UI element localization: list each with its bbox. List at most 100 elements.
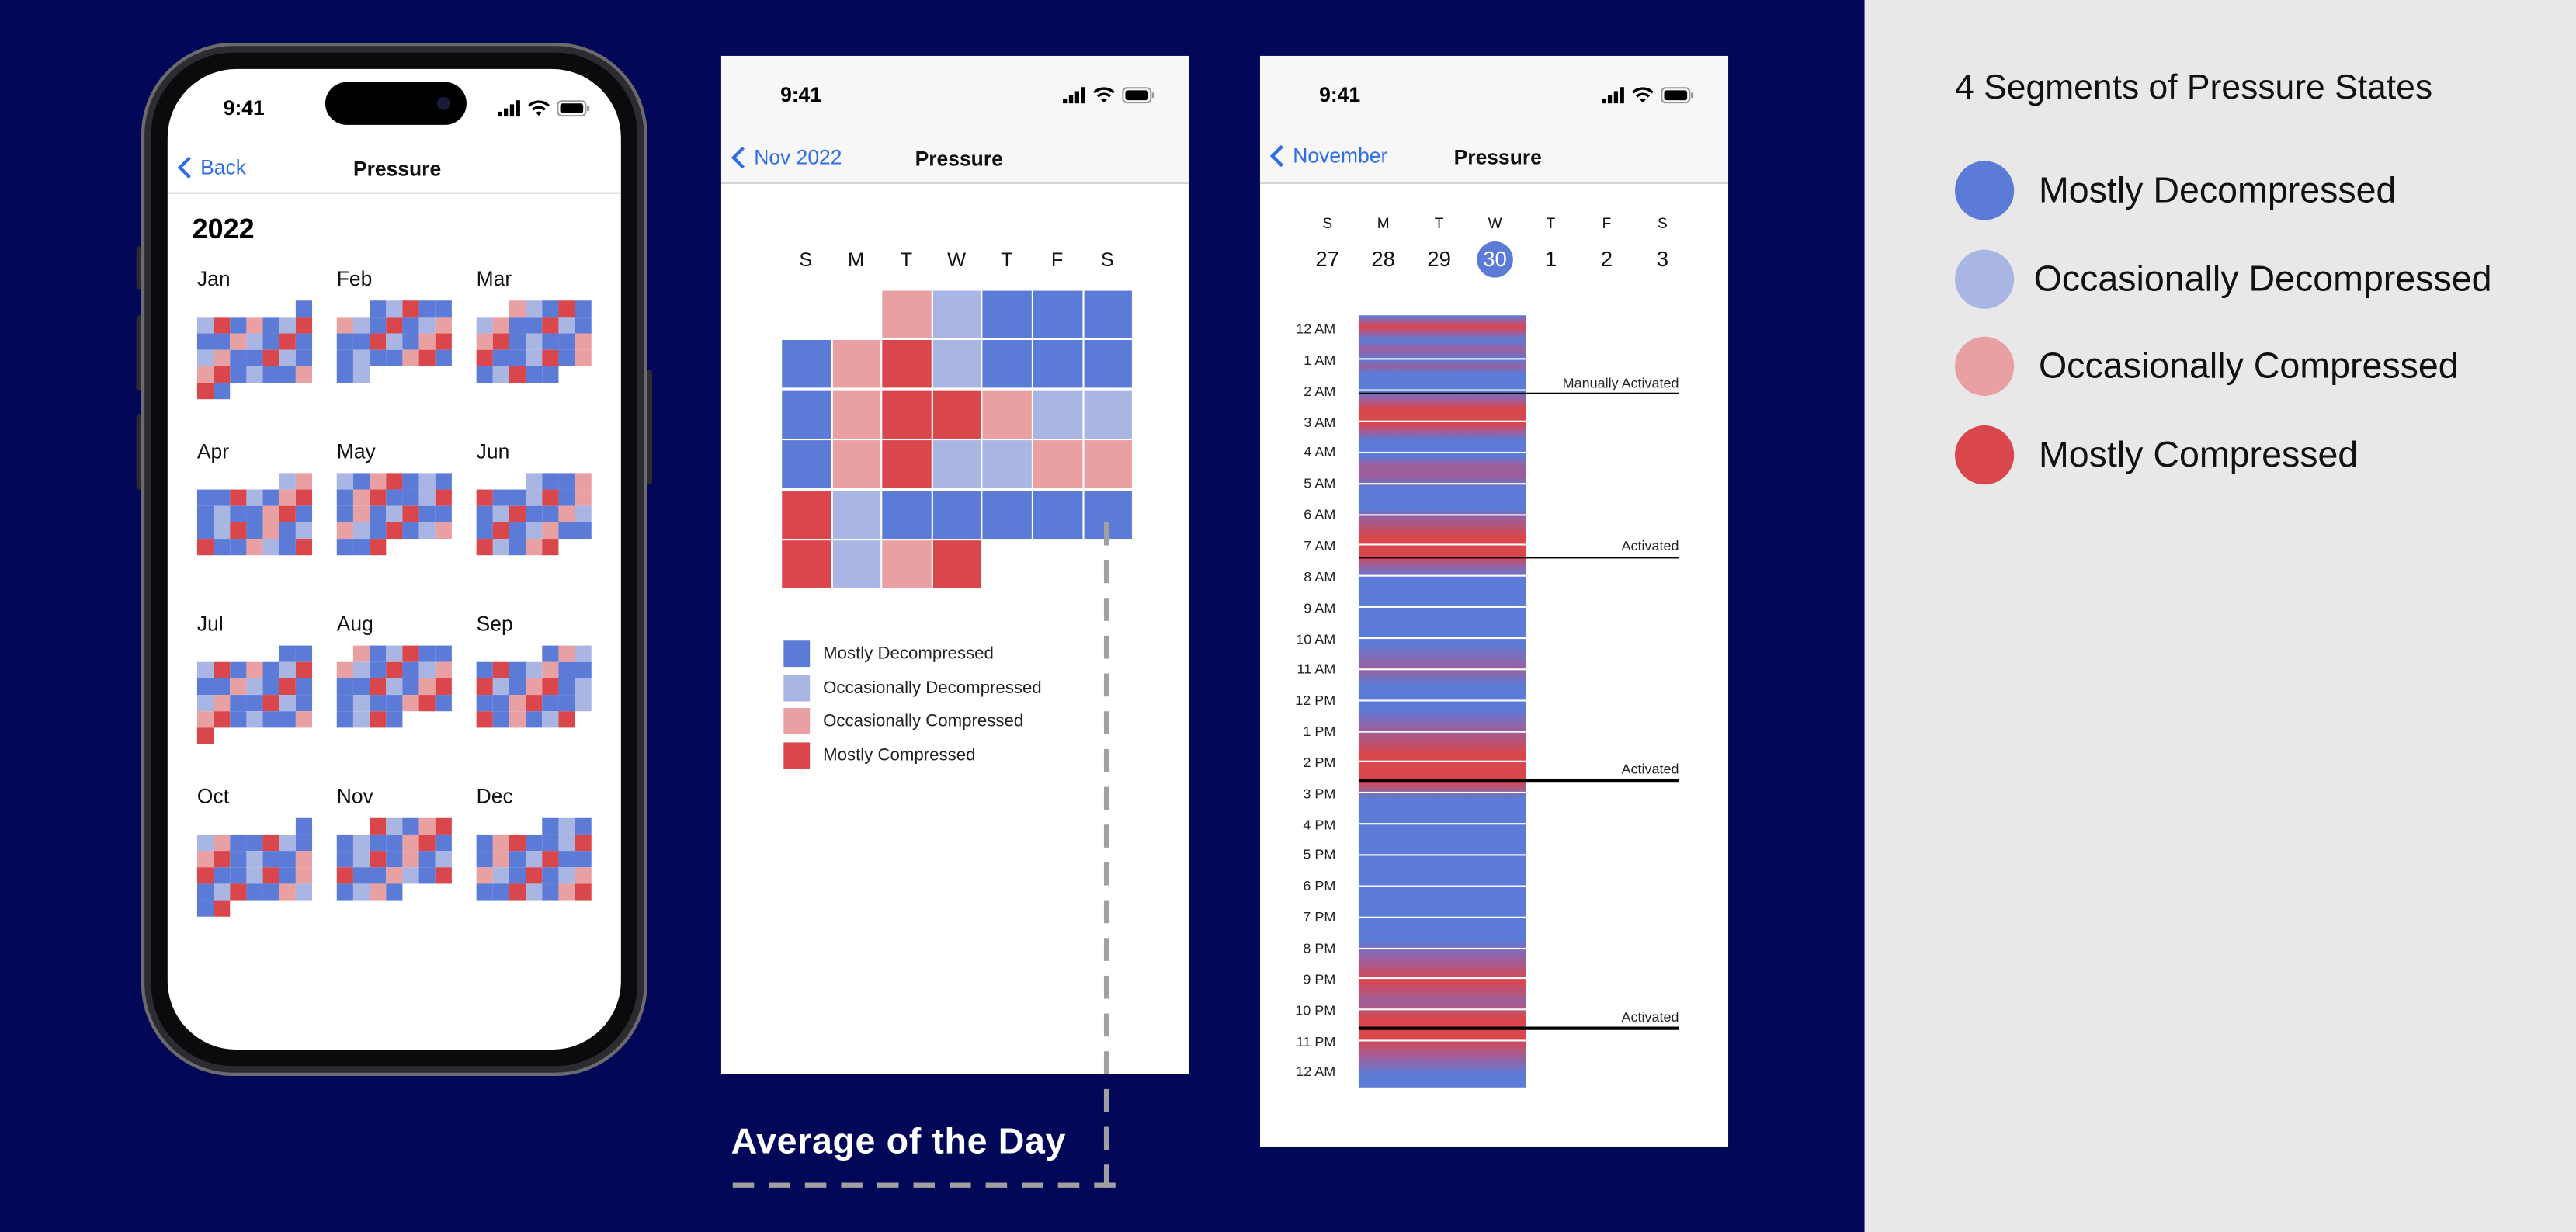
day-cell bbox=[336, 349, 353, 366]
week-day-label: S bbox=[1658, 215, 1668, 232]
week-date[interactable]: 27 bbox=[1315, 246, 1340, 272]
day-cell bbox=[575, 645, 592, 662]
day-cell bbox=[279, 522, 296, 540]
day-cell bbox=[370, 661, 387, 678]
day-cell[interactable] bbox=[1083, 340, 1133, 389]
legend-label: Mostly Decompressed bbox=[823, 644, 994, 664]
day-cell bbox=[370, 333, 387, 350]
day-cell[interactable] bbox=[831, 440, 881, 488]
year-title: 2022 bbox=[192, 213, 255, 245]
day-cell bbox=[246, 366, 263, 383]
day-cell[interactable] bbox=[1033, 440, 1082, 488]
day-cell[interactable] bbox=[932, 490, 981, 539]
signal-icon bbox=[1063, 87, 1085, 104]
day-cell[interactable] bbox=[932, 440, 981, 488]
mini-month-heatmap bbox=[476, 645, 592, 761]
day-cell[interactable] bbox=[882, 490, 932, 539]
day-cell[interactable] bbox=[1083, 440, 1133, 488]
wifi-icon bbox=[1093, 87, 1115, 103]
day-cell bbox=[402, 333, 419, 350]
hour-label: 8 PM bbox=[1303, 939, 1336, 956]
day-cell[interactable] bbox=[882, 440, 932, 488]
day-cell bbox=[279, 489, 296, 506]
day-cell[interactable] bbox=[983, 290, 1032, 338]
day-cell[interactable] bbox=[882, 540, 932, 588]
day-cell bbox=[279, 695, 296, 712]
day-cell bbox=[295, 851, 313, 868]
day-cell bbox=[196, 333, 214, 350]
day-cell bbox=[230, 695, 247, 712]
day-cell bbox=[262, 333, 279, 350]
day-cell bbox=[526, 678, 543, 696]
day-cell bbox=[230, 522, 247, 540]
week-date[interactable]: 30 bbox=[1483, 246, 1507, 272]
power-button bbox=[645, 370, 653, 485]
hour-label: 6 PM bbox=[1303, 877, 1336, 894]
day-cell bbox=[418, 505, 436, 522]
day-cell[interactable] bbox=[882, 390, 932, 439]
day-cell[interactable] bbox=[1033, 340, 1082, 389]
mini-month-heatmap bbox=[196, 817, 313, 933]
day-cell[interactable] bbox=[1033, 390, 1082, 439]
day-cell bbox=[418, 333, 436, 350]
day-cell bbox=[196, 539, 214, 556]
week-date[interactable]: 29 bbox=[1427, 246, 1451, 272]
day-cell bbox=[370, 867, 387, 884]
day-cell[interactable] bbox=[983, 340, 1032, 389]
day-cell[interactable] bbox=[932, 340, 981, 389]
activation-line bbox=[1358, 556, 1679, 560]
day-cell[interactable] bbox=[782, 440, 831, 488]
day-cell[interactable] bbox=[831, 340, 881, 389]
day-cell bbox=[352, 489, 370, 506]
day-cell[interactable] bbox=[932, 290, 981, 338]
back-button[interactable]: November bbox=[1269, 144, 1387, 168]
day-cell[interactable] bbox=[882, 290, 932, 338]
day-cell[interactable] bbox=[932, 540, 981, 588]
day-cell bbox=[509, 366, 526, 383]
week-date[interactable]: 1 bbox=[1544, 246, 1557, 272]
day-cell[interactable] bbox=[831, 540, 881, 588]
day-cell[interactable] bbox=[882, 340, 932, 389]
back-button[interactable]: Nov 2022 bbox=[731, 146, 842, 169]
day-cell bbox=[214, 349, 231, 366]
day-cell bbox=[575, 817, 592, 835]
signal-icon bbox=[1602, 87, 1624, 104]
hour-gridline bbox=[1358, 359, 1526, 361]
day-cell[interactable] bbox=[983, 440, 1032, 488]
day-cell[interactable] bbox=[782, 540, 831, 588]
week-date[interactable]: 2 bbox=[1600, 246, 1613, 272]
day-cell bbox=[526, 300, 543, 318]
week-date[interactable]: 3 bbox=[1656, 246, 1669, 272]
day-cell bbox=[542, 489, 559, 506]
day-cell[interactable] bbox=[831, 390, 881, 439]
day-cell[interactable] bbox=[983, 490, 1032, 539]
day-cell[interactable] bbox=[1033, 290, 1082, 338]
day-cell bbox=[246, 539, 263, 556]
day-cell[interactable] bbox=[983, 390, 1032, 439]
mini-month-heatmap bbox=[336, 817, 452, 933]
day-cell[interactable] bbox=[782, 390, 831, 439]
weekday-label: M bbox=[848, 248, 865, 272]
week-date[interactable]: 28 bbox=[1371, 246, 1395, 272]
day-cell bbox=[418, 645, 436, 662]
back-button[interactable]: Back bbox=[177, 156, 246, 179]
day-cell[interactable] bbox=[1033, 490, 1082, 539]
day-cell[interactable] bbox=[932, 390, 981, 439]
week-day-label: M bbox=[1377, 215, 1390, 232]
day-cell bbox=[336, 661, 353, 678]
day-cell[interactable] bbox=[782, 340, 831, 389]
day-cell[interactable] bbox=[1083, 390, 1133, 439]
activation-label: Activated bbox=[1621, 761, 1679, 778]
day-cell bbox=[386, 851, 403, 868]
day-cell[interactable] bbox=[1083, 290, 1133, 338]
day-cell bbox=[418, 695, 436, 712]
day-cell bbox=[526, 473, 543, 490]
day-cell[interactable] bbox=[831, 490, 881, 539]
day-cell bbox=[402, 851, 419, 868]
day-cell bbox=[336, 317, 353, 334]
hour-gridline bbox=[1358, 606, 1526, 609]
day-cell bbox=[230, 883, 247, 901]
hour-gridline bbox=[1358, 730, 1526, 732]
day-cell[interactable] bbox=[782, 490, 831, 539]
day-cell bbox=[542, 317, 559, 334]
